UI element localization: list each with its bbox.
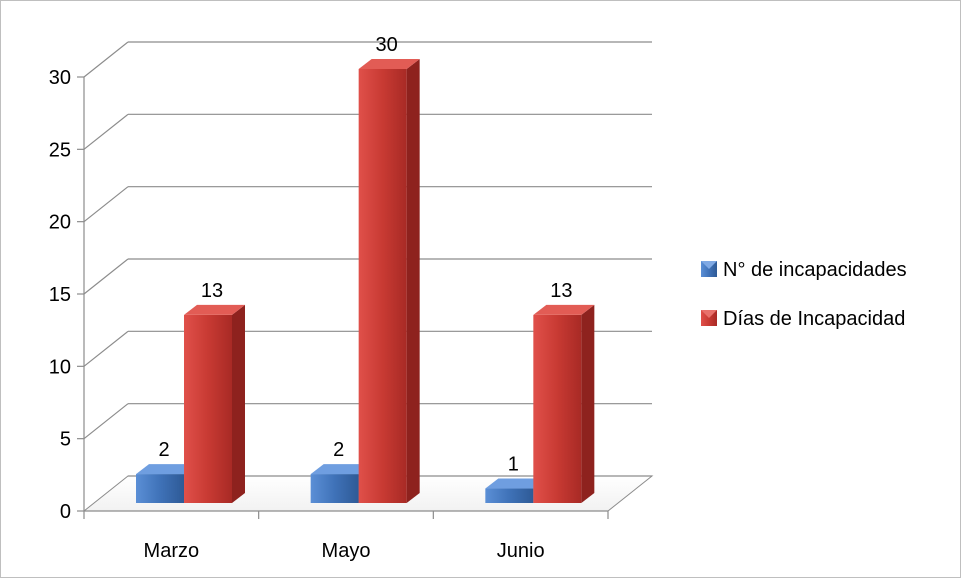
bar-incapacidades <box>136 464 197 503</box>
legend-label: N° de incapacidades <box>723 259 907 281</box>
gridline <box>83 41 652 78</box>
bars <box>136 59 595 503</box>
y-tick-label: 30 <box>49 67 71 89</box>
data-label: 13 <box>550 280 572 302</box>
y-tick-label: 15 <box>49 284 71 306</box>
bar-dias <box>358 59 420 503</box>
y-tick-label: 25 <box>49 139 71 161</box>
data-label: 13 <box>201 280 223 302</box>
legend: N° de incapacidades Días de Incapacidad <box>701 259 907 330</box>
bar-dias <box>533 304 595 503</box>
x-category-label: Junio <box>497 540 545 562</box>
y-tick-label: 10 <box>49 356 71 378</box>
y-tick-label: 5 <box>60 429 71 451</box>
data-labels: 2 13 2 30 1 13 <box>158 34 572 476</box>
y-tick-label: 0 <box>60 501 71 523</box>
axes: 0 5 10 15 20 25 30 Marzo Mayo Junio <box>49 67 609 562</box>
x-category-label: Marzo <box>144 540 200 562</box>
data-label: 1 <box>508 454 519 476</box>
legend-item: Días de Incapacidad <box>701 308 905 330</box>
x-category-label: Mayo <box>322 540 371 562</box>
y-tick-label: 20 <box>49 212 71 234</box>
legend-item: N° de incapacidades <box>701 259 907 281</box>
data-label: 2 <box>333 439 344 461</box>
data-label: 30 <box>376 34 398 56</box>
legend-label: Días de Incapacidad <box>723 308 905 330</box>
bar-dias <box>184 304 245 503</box>
data-label: 2 <box>158 439 169 461</box>
